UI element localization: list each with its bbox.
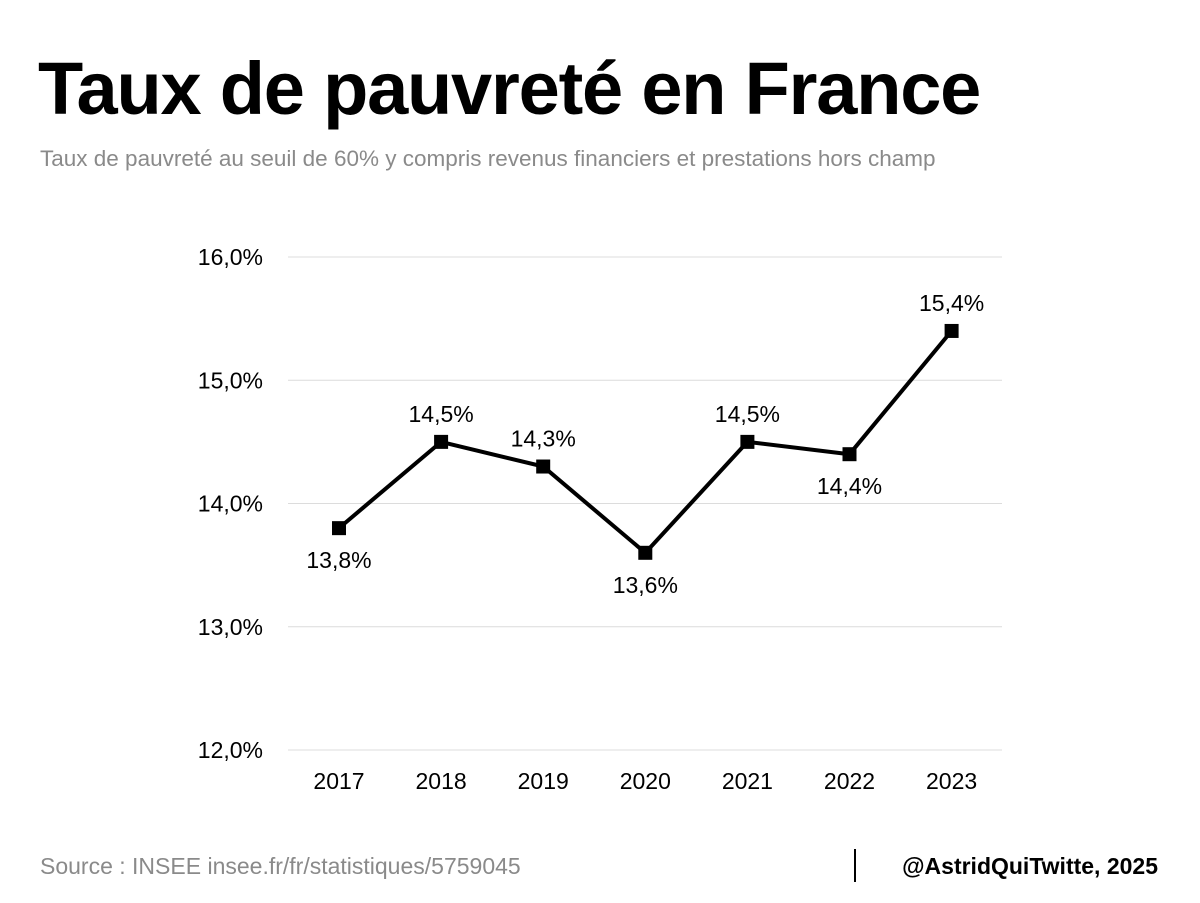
data-point-marker	[332, 521, 346, 536]
credit-divider	[854, 849, 856, 882]
data-label: 14,5%	[408, 401, 473, 427]
chart-subtitle: Taux de pauvreté au seuil de 60% y compr…	[40, 146, 936, 171]
data-point-marker	[944, 323, 959, 338]
data-label: 13,8%	[306, 547, 371, 573]
author-credit: @AstridQuiTwitte, 2025	[902, 853, 1158, 879]
data-label: 14,5%	[715, 401, 780, 427]
x-tick-label: 2020	[620, 768, 671, 794]
x-tick-label: 2019	[518, 768, 569, 794]
data-labels: 13,8% 14,5% 14,3% 13,6% 14,5% 14,4% 15,4%	[306, 290, 984, 598]
y-tick-label: 12,0%	[198, 737, 263, 763]
series-line	[337, 329, 954, 556]
data-point-marker	[536, 459, 551, 474]
x-axis-ticks: 2017 2018 2019 2020 2021 2022 2023	[313, 768, 977, 794]
series	[332, 323, 959, 560]
chart-title: Taux de pauvreté en France	[38, 47, 981, 130]
data-label: 14,3%	[511, 426, 576, 452]
y-axis-ticks: 12,0% 13,0% 14,0% 15,0% 16,0%	[198, 244, 263, 763]
source-note: Source : INSEE insee.fr/fr/statistiques/…	[40, 853, 521, 879]
x-tick-label: 2022	[824, 768, 875, 794]
x-tick-label: 2021	[722, 768, 773, 794]
data-point-marker	[434, 434, 449, 449]
data-point-marker	[638, 545, 653, 560]
y-tick-label: 15,0%	[198, 367, 263, 393]
y-tick-label: 14,0%	[198, 491, 263, 517]
data-point-marker	[740, 434, 755, 449]
x-tick-label: 2017	[313, 768, 364, 794]
x-tick-label: 2023	[926, 768, 977, 794]
x-tick-label: 2018	[416, 768, 467, 794]
data-label: 14,4%	[817, 473, 882, 499]
data-label: 15,4%	[919, 290, 984, 316]
data-point-marker	[842, 447, 857, 462]
data-label: 13,6%	[613, 572, 678, 598]
y-tick-label: 16,0%	[198, 244, 263, 270]
gridlines	[288, 256, 1002, 751]
y-tick-label: 13,0%	[198, 614, 263, 640]
